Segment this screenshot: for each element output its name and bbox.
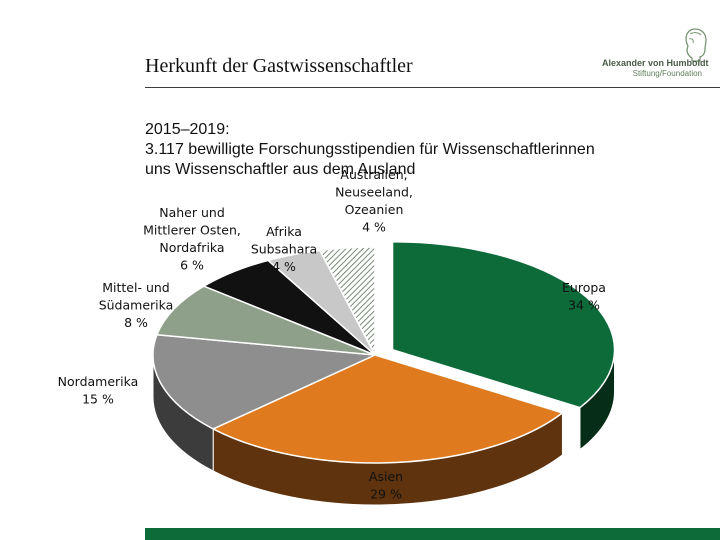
pie-slice-asien xyxy=(211,354,565,464)
slice-label-nordamerika: Nordamerika 15 % xyxy=(58,374,139,407)
logo-text-secondary: Stiftung/Foundation xyxy=(632,69,702,78)
pie-slice-nordamerika xyxy=(152,333,378,430)
slice-label-line: Australien, xyxy=(340,167,407,182)
foundation-logo: Alexander von Humboldt Stiftung/Foundati… xyxy=(602,26,714,86)
slice-label-afrika: Afrika Subsahara 4 % xyxy=(251,224,317,274)
pie-slice-europa xyxy=(391,240,616,409)
slice-label-mittel_suedamerika: Mittel- und Südamerika 8 % xyxy=(99,280,174,330)
slice-label-line: 29 % xyxy=(370,487,402,502)
slice-label-line: Mittel- und xyxy=(102,280,170,295)
slice-label-line: 15 % xyxy=(82,392,114,407)
slice-label-line: Neuseeland, xyxy=(335,185,413,200)
slice-label-line: Europa xyxy=(562,280,606,295)
slice-label-line: 4 % xyxy=(272,259,296,274)
slice-label-europa: Europa 34 % xyxy=(562,280,606,313)
slice-label-naher_osten: Naher und Mittlerer Osten, Nordafrika 6 % xyxy=(143,205,241,273)
slice-label-line: Nordamerika xyxy=(58,374,139,389)
pie-labels: Europa 34 % Asien 29 % Nordamerika 15 % Mittel… xyxy=(58,167,606,502)
slice-label-line: Afrika xyxy=(266,224,302,239)
pie-tops xyxy=(152,240,616,464)
slice-label-line: Nordafrika xyxy=(159,240,224,255)
slice-label-line: 4 % xyxy=(362,220,386,235)
slice-label-line: 8 % xyxy=(124,315,148,330)
footer-accent-bar xyxy=(145,528,720,540)
slice-label-line: Mittlerer Osten, xyxy=(143,223,241,238)
humboldt-portrait-icon xyxy=(685,28,707,62)
slice-label-line: 34 % xyxy=(568,298,600,313)
slice-label-asien: Asien 29 % xyxy=(369,469,403,502)
subtitle-line-1: 2015–2019: xyxy=(145,121,230,138)
slice-label-line: Südamerika xyxy=(99,298,174,313)
slice-label-line: Ozeanien xyxy=(345,202,404,217)
slice-label-line: 6 % xyxy=(180,258,204,273)
subtitle-line-2: 3.117 bewilligte Forschungsstipendien fü… xyxy=(145,141,595,158)
logo-text-primary: Alexander von Humboldt xyxy=(602,58,709,68)
slice-label-line: Asien xyxy=(369,469,403,484)
pie-slice-mittel_suedamerika xyxy=(155,285,376,356)
page-title: Herkunft der Gastwissenschaftler xyxy=(145,55,413,77)
header-divider xyxy=(145,87,720,88)
subtitle-line-3: uns Wissenschaftler aus dem Ausland xyxy=(145,161,416,178)
slice-label-line: Subsahara xyxy=(251,242,317,257)
pie-slice-australien xyxy=(318,246,376,356)
slice-label-australien: Australien, Neuseeland, Ozeanien 4 % xyxy=(335,167,413,235)
chart-subtitle: 2015–2019: 3.117 bewilligte Forschungsst… xyxy=(145,120,705,180)
slice-label-line: Naher und xyxy=(159,205,225,220)
